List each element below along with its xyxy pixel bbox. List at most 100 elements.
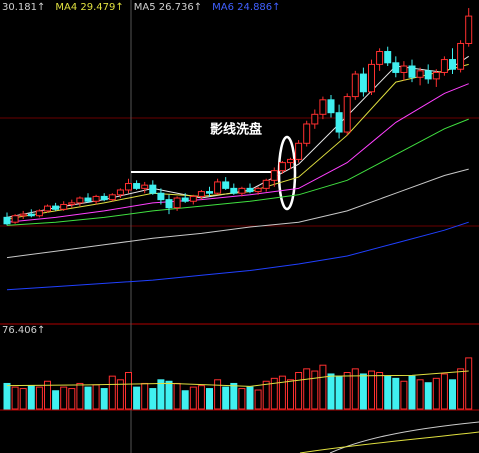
candle-body: [311, 113, 319, 125]
candle-body: [440, 59, 448, 73]
candle-body: [327, 99, 335, 114]
volume-bar: [432, 377, 440, 410]
volume-bar: [44, 380, 51, 410]
volume-bar: [416, 379, 424, 410]
volume-bar: [108, 375, 116, 410]
candle-body: [457, 42, 465, 70]
volume-bar: [157, 379, 165, 410]
candle-body: [335, 112, 343, 133]
candle-body: [165, 199, 173, 209]
volume-bar: [335, 375, 343, 410]
candle-body: [52, 205, 60, 210]
candle-body: [60, 203, 68, 210]
candle-body: [303, 123, 311, 144]
volume-label: 76.406↑: [2, 325, 45, 336]
candle-body: [319, 99, 327, 115]
ma-line: [6, 168, 469, 259]
volume-bar: [376, 372, 384, 410]
volume-bar: [84, 386, 92, 410]
volume-bar: [27, 385, 35, 410]
candle-body: [400, 65, 408, 73]
volume-bar: [149, 388, 157, 410]
candle-body: [189, 195, 197, 202]
volume-bar: [254, 389, 262, 410]
candle-body: [3, 216, 11, 225]
legend-entry: MA5 26.736↑: [134, 2, 202, 13]
candle-body: [206, 191, 213, 194]
candle-body: [181, 197, 189, 202]
candle-body: [100, 195, 108, 201]
legend-entry: MA6 24.886↑: [212, 2, 280, 13]
volume-bar: [384, 375, 392, 410]
volume-bar: [262, 380, 270, 410]
volume-bar: [368, 370, 375, 410]
candle-body: [416, 70, 424, 78]
candle-body: [384, 51, 392, 64]
indicator-line: [329, 421, 479, 453]
candle-body: [35, 210, 43, 217]
candle-body: [392, 62, 400, 73]
candle-body: [44, 205, 51, 212]
volume-bar: [351, 368, 359, 410]
candle-body: [343, 96, 351, 133]
candle-body: [173, 197, 181, 209]
volume-bar: [100, 388, 108, 410]
volume-bar: [197, 385, 205, 410]
candle-body: [92, 195, 100, 202]
candle-body: [11, 215, 19, 223]
volume-bar: [327, 373, 335, 410]
legend-entry: MA4 29.479↑: [55, 2, 123, 13]
candle-body: [408, 65, 416, 78]
volume-bar: [92, 384, 100, 410]
candle-body: [295, 142, 303, 160]
volume-bar: [311, 370, 319, 410]
annotation-ellipse: [277, 135, 297, 211]
legend-entry: 30.181↑: [2, 2, 45, 13]
legend: 30.181↑ MA4 29.479↑ MA5 26.736↑ MA6 24.886↑: [2, 2, 281, 13]
annotation: 影线洗盘: [210, 122, 262, 138]
candle-body: [149, 184, 157, 194]
candle-body: [68, 202, 76, 205]
volume-bar: [408, 375, 416, 410]
ma-line: [6, 221, 469, 291]
volume-bar: [19, 388, 27, 410]
volume-bar: [392, 377, 400, 410]
volume-bar: [3, 382, 11, 410]
candle-body: [368, 63, 375, 93]
volume-bar: [133, 386, 141, 410]
candle-body: [238, 187, 246, 194]
candle-body: [278, 162, 286, 172]
volume-bar: [295, 372, 303, 410]
volume-bar: [465, 357, 473, 410]
volume-bar: [76, 382, 84, 410]
candle-body: [157, 192, 165, 201]
volume-bar: [60, 386, 68, 410]
candle-body: [287, 158, 294, 164]
volume-bar: [11, 386, 19, 410]
volume-bar: [343, 372, 351, 410]
volume-bar: [449, 379, 456, 410]
candle-body: [432, 71, 440, 80]
volume-bar: [270, 377, 278, 410]
volume-bar: [440, 373, 448, 410]
volume-bar: [457, 368, 465, 410]
candle-body: [351, 73, 359, 98]
indicator-line: [299, 431, 479, 453]
candle-body: [254, 187, 262, 193]
volume-bar: [173, 382, 181, 410]
volume-bar: [424, 382, 432, 410]
candle-body: [133, 183, 141, 189]
candle-body: [27, 213, 35, 217]
volume-bar: [319, 364, 327, 410]
volume-bar: [246, 386, 254, 410]
candle-body: [465, 15, 473, 44]
volume-bar: [125, 372, 132, 410]
candle-body: [449, 59, 456, 70]
volume-bar: [230, 382, 238, 410]
candle-body: [246, 187, 254, 193]
volume-bar: [189, 386, 197, 410]
candle-body: [214, 181, 222, 194]
volume-bar: [214, 379, 222, 410]
